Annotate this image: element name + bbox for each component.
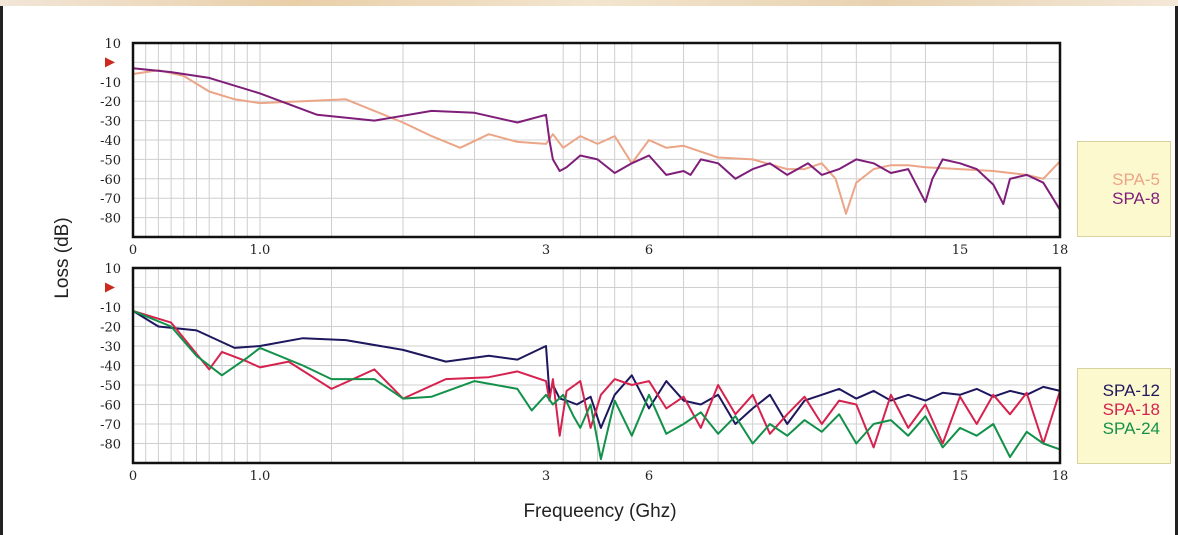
y-tick-label: -70 — [100, 192, 121, 207]
y-tick-label: -80 — [100, 438, 121, 453]
x-tick-label: 6 — [645, 469, 653, 484]
x-tick-label: 18 — [1052, 469, 1069, 484]
x-tick-label: 3 — [542, 243, 550, 258]
reference-marker-icon — [105, 282, 115, 293]
y-tick-label: -80 — [100, 212, 121, 227]
x-tick-label: 15 — [952, 243, 969, 258]
y-tick-label: -10 — [100, 76, 121, 91]
reference-marker-icon — [105, 57, 115, 68]
legend-entry-spa-18: SPA-18 — [1102, 400, 1160, 419]
y-tick-label: -20 — [100, 321, 121, 336]
y-tick-label: -50 — [100, 153, 121, 168]
plot-border — [131, 266, 1062, 465]
legend-entry-spa-12: SPA-12 — [1102, 381, 1160, 400]
series-line-spa-12 — [132, 310, 1061, 429]
top-decorative-strip — [0, 0, 1178, 6]
legend-entry-spa-8: SPA-8 — [1112, 189, 1160, 208]
x-tick-label: 1.0 — [250, 243, 271, 258]
x-tick-label: 15 — [952, 469, 969, 484]
y-axis-label: Loss (dB) — [52, 217, 73, 298]
y-tick-label: -40 — [100, 134, 121, 149]
y-tick-label: -40 — [100, 360, 121, 375]
y-tick-label: -10 — [100, 301, 121, 316]
x-tick-label: 18 — [1052, 243, 1069, 258]
y-tick-label: -60 — [100, 173, 121, 188]
plot-border — [131, 41, 1062, 239]
top-panel: 10 -10 -20 -30 -40 -50 -60 -70 -80 0 1.0 3 6 15 18 — [100, 37, 1068, 258]
x-tick-label: 3 — [542, 469, 550, 484]
y-tick-label: -30 — [100, 115, 121, 130]
y-tick-label: -20 — [100, 95, 121, 110]
legend-entry-spa-5: SPA-5 — [1112, 170, 1160, 189]
series-line-spa-8 — [132, 67, 1061, 211]
x-tick-label: 0 — [129, 243, 137, 258]
bottom-panel: 10 -10 -20 -30 -40 -50 -60 -70 -80 0 1.0 3 6 15 18 — [100, 262, 1068, 484]
legend-top: SPA-5 SPA-8 — [1077, 141, 1171, 237]
x-axis-label: Frequeency (Ghz) — [523, 501, 676, 522]
series-line-spa-18 — [132, 309, 1061, 449]
x-tick-label: 1.0 — [250, 469, 271, 484]
x-tick-label: 6 — [645, 243, 653, 258]
x-tick-label: 0 — [129, 469, 137, 484]
legend-entry-spa-24: SPA-24 — [1102, 419, 1160, 438]
series-line-spa-24 — [132, 309, 1061, 461]
y-tick-label: -70 — [100, 418, 121, 433]
legend-bottom: SPA-12 SPA-18 SPA-24 — [1077, 368, 1171, 464]
y-tick-label: 10 — [104, 37, 121, 52]
y-tick-label: 10 — [104, 262, 121, 277]
y-tick-label: -50 — [100, 379, 121, 394]
y-tick-label: -30 — [100, 340, 121, 355]
y-tick-label: -60 — [100, 399, 121, 414]
